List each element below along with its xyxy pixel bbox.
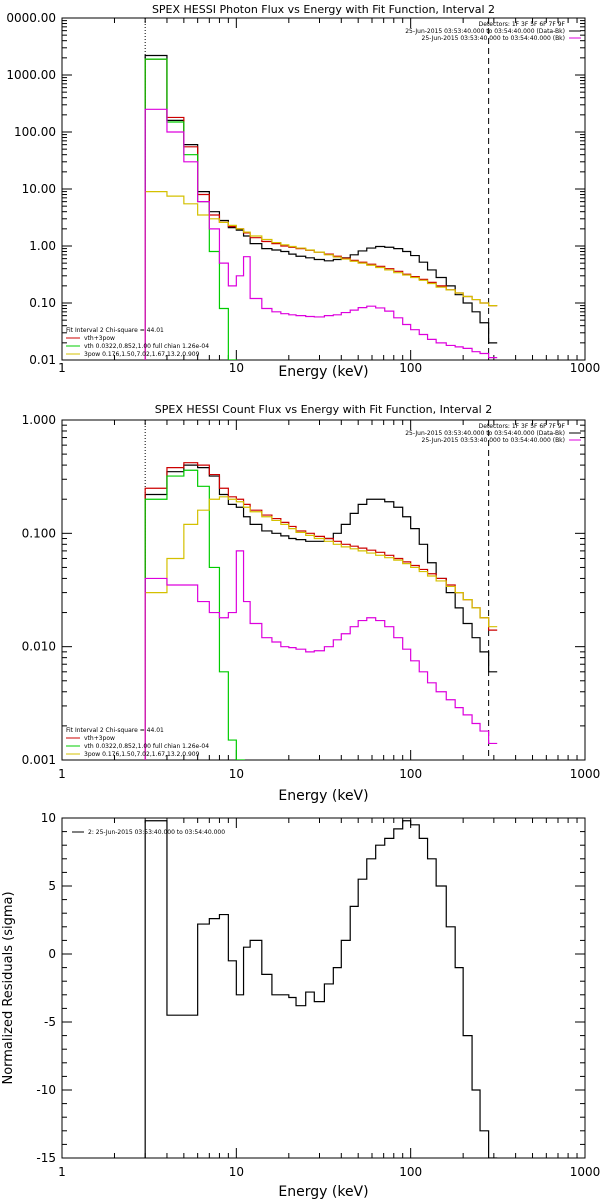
legend-top-entry: 25-Jun-2015 03:53:40.000 to 03:54:40.000… — [405, 28, 565, 35]
series-line-5 — [144, 108, 498, 360]
legend-top-entry: 25-Jun-2015 03:53:40.000 to 03:54:40.000… — [405, 430, 565, 437]
x-tick-label: 10 — [229, 361, 244, 375]
x-tick-label: 1000 — [570, 361, 600, 375]
series-group — [144, 820, 498, 1158]
x-tick-label: 10 — [229, 767, 244, 781]
y-tick-label: 1.00 — [29, 239, 56, 253]
y-tick-label: 0.01 — [29, 353, 56, 367]
series-group — [144, 54, 498, 360]
y-tick-label: 10.00 — [22, 182, 56, 196]
y-tick-label: -5 — [44, 1015, 56, 1029]
legend-bottom-entry: vth 0.0322,0.852,1.00 full chian 1.26e-0… — [84, 743, 209, 750]
y-tick-label: 0 — [48, 947, 56, 961]
y-tick-label: -15 — [36, 1151, 56, 1165]
legend-bottom-entry: vth 0.0322,0.852,1.00 full chian 1.26e-0… — [84, 343, 209, 350]
x-axis-label: Energy (keV) — [278, 364, 368, 380]
x-tick-label: 1000 — [570, 1165, 600, 1179]
legend-top-entry: Detectors: 1F 3F 5F 6F 7F 9F — [479, 423, 566, 430]
x-tick-label: 1000 — [570, 767, 600, 781]
legend-bottom-entry: vth+3pow — [84, 335, 115, 342]
y-tick-label: 5 — [48, 879, 56, 893]
y-axis-label: Normalized Residuals (sigma) — [1, 891, 16, 1084]
plot-frame — [61, 419, 586, 761]
x-tick-label: 1 — [58, 1165, 66, 1179]
x-tick-label: 100 — [399, 361, 422, 375]
legend-top-entry: 25-Jun-2015 03:53:40.000 to 03:54:40.000… — [422, 35, 565, 42]
y-tick-label: 0000.00 — [6, 11, 56, 25]
series-line-3 — [144, 58, 237, 360]
x-tick-label: 1 — [58, 767, 66, 781]
x-tick-label: 100 — [399, 767, 422, 781]
series-line-1 — [144, 820, 498, 1158]
legend-bottom-entry: vth+3pow — [84, 735, 115, 742]
x-tick-label: 10 — [229, 1165, 244, 1179]
legend-bottom-entry: Fit Interval 2 Chi-square = 44.01 — [66, 327, 164, 334]
series-group — [144, 462, 498, 760]
y-tick-label: 1000.00 — [6, 68, 56, 82]
legend-top-entry: Detectors: 1F 3F 5F 6F 7F 9F — [479, 21, 566, 28]
x-tick-label: 1 — [58, 361, 66, 375]
y-tick-label: 1.000 — [22, 413, 56, 427]
series-line-1 — [144, 464, 498, 760]
series-line-4 — [144, 191, 498, 360]
chart-title: SPEX HESSI Photon Flux vs Energy with Fi… — [152, 3, 495, 16]
y-tick-label: -10 — [36, 1083, 56, 1097]
x-axis-label: Energy (keV) — [278, 1184, 368, 1200]
series-line-2 — [144, 462, 498, 760]
y-tick-label: 0.10 — [29, 296, 56, 310]
legend-top-entry: 25-Jun-2015 03:53:40.000 to 03:54:40.000… — [422, 437, 565, 444]
series-line-4 — [144, 496, 498, 760]
chart-panel-1: SPEX HESSI Photon Flux vs Energy with Fi… — [6, 3, 600, 380]
x-axis-label: Energy (keV) — [278, 788, 368, 804]
series-line-5 — [144, 550, 498, 760]
y-tick-label: 10 — [41, 811, 56, 825]
series-line-3 — [144, 469, 245, 760]
chart-panel-3: 1 10 100 1000 Energy (keV) -15 -10 -5 0 5 10 Normal… — [1, 811, 600, 1200]
chart-panel-2: SPEX HESSI Count Flux vs Energy with Fit… — [22, 403, 600, 804]
legend-top-entry: 2: 25-Jun-2015 03:53:40.000 to 03:54:40.… — [88, 829, 225, 836]
chart-title: SPEX HESSI Count Flux vs Energy with Fit… — [155, 403, 492, 416]
plot-frame — [61, 17, 586, 361]
legend-bottom-entry: Fit Interval 2 Chi-square = 44.01 — [66, 727, 164, 734]
x-tick-label: 100 — [399, 1165, 422, 1179]
y-tick-label: 0.001 — [22, 753, 56, 767]
legend-bottom-entry: 3pow 0.176,1.50,7.02,1.67,13.2,0.909 — [84, 351, 200, 358]
y-tick-label: 0.100 — [22, 526, 56, 540]
y-tick-label: 100.00 — [14, 125, 56, 139]
legend-bottom-entry: 3pow 0.176,1.50,7.02,1.67,13.2,0.909 — [84, 751, 200, 758]
y-tick-label: 0.010 — [22, 640, 56, 654]
plot-frame — [61, 817, 586, 1159]
